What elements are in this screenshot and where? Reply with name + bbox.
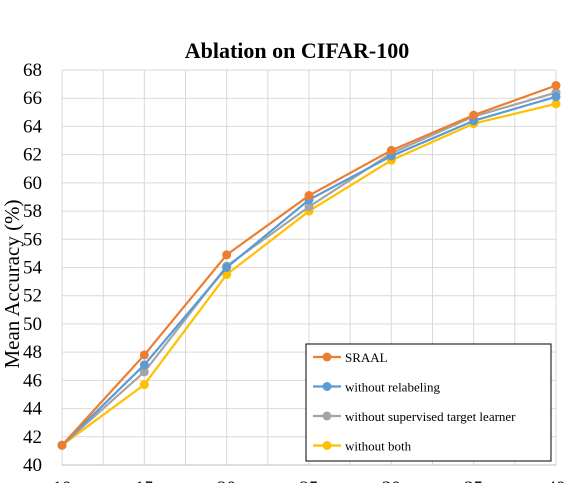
y-tick-label: 42 (23, 427, 42, 448)
data-point (222, 263, 232, 272)
x-tick-label: 15 (135, 478, 154, 483)
y-tick-label: 50 (23, 314, 42, 335)
x-axis-ticks: 10 15 20 25 30 35 40 (53, 478, 566, 483)
chart-title: Ablation on CIFAR-100 (185, 38, 410, 63)
x-tick-label: 20 (217, 478, 236, 483)
x-tick-label: 30 (382, 478, 401, 483)
legend-label: without relabeling (345, 380, 440, 395)
data-point (222, 270, 232, 280)
y-tick-label: 60 (23, 173, 42, 194)
y-tick-label: 40 (23, 455, 42, 476)
data-point (139, 360, 149, 370)
y-tick-label: 68 (23, 60, 42, 81)
data-point (139, 380, 149, 390)
legend-item: without both (313, 439, 412, 454)
legend-item: without relabeling (313, 380, 440, 395)
data-point (551, 92, 561, 102)
y-tick-label: 62 (23, 145, 42, 166)
y-tick-label: 66 (23, 88, 42, 109)
series-group (57, 81, 561, 450)
legend: SRAAL without relabeling without supervise… (305, 343, 552, 462)
y-tick-label: 46 (23, 370, 42, 391)
data-point (304, 202, 314, 212)
legend-box (305, 343, 552, 462)
series-sraal (57, 81, 561, 450)
x-tick-label: 40 (547, 478, 566, 483)
data-point (469, 110, 479, 120)
y-axis-ticks: 40 42 44 46 48 50 52 54 56 58 60 62 64 66 68 (23, 60, 43, 476)
y-axis-label: Mean Accuracy (%) (0, 199, 24, 368)
y-tick-label: 52 (23, 286, 42, 307)
y-tick-label: 58 (23, 201, 42, 222)
legend-label: without supervised target learner (345, 409, 516, 424)
data-point (551, 99, 561, 109)
x-tick-label: 25 (300, 478, 319, 483)
legend-swatch-marker (322, 441, 332, 450)
legend-item: without supervised target learner (313, 409, 516, 424)
y-tick-label: 44 (23, 399, 43, 420)
data-point (386, 145, 396, 155)
data-point (551, 81, 561, 91)
y-tick-label: 64 (23, 116, 43, 137)
legend-swatch-marker (322, 411, 332, 421)
y-tick-label: 48 (23, 342, 42, 363)
legend-swatch-marker (322, 382, 332, 391)
data-point (139, 367, 149, 377)
data-point (139, 350, 149, 360)
data-point (57, 440, 67, 450)
y-tick-label: 56 (23, 229, 42, 250)
legend-swatch-marker (322, 352, 332, 362)
legend-label: without both (345, 439, 412, 454)
data-point (222, 250, 232, 260)
x-tick-label: 10 (53, 478, 72, 483)
legend-label: SRAAL (345, 350, 388, 365)
data-point (304, 191, 314, 201)
x-tick-label: 35 (464, 478, 483, 483)
legend-item: SRAAL (313, 350, 388, 365)
y-tick-label: 54 (23, 258, 43, 279)
